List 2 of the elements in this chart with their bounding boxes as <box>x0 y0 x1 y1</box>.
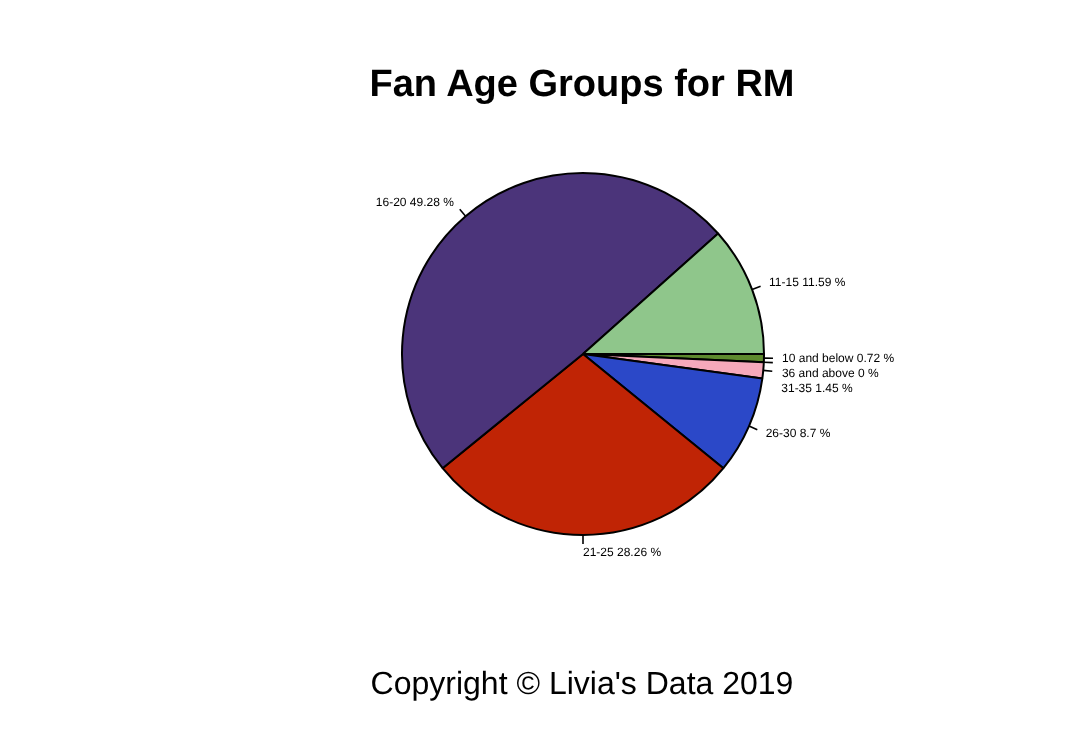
chart-title: Fan Age Groups for RM <box>369 64 795 106</box>
text: Copyright © Livia's Data 2019 <box>370 668 794 702</box>
